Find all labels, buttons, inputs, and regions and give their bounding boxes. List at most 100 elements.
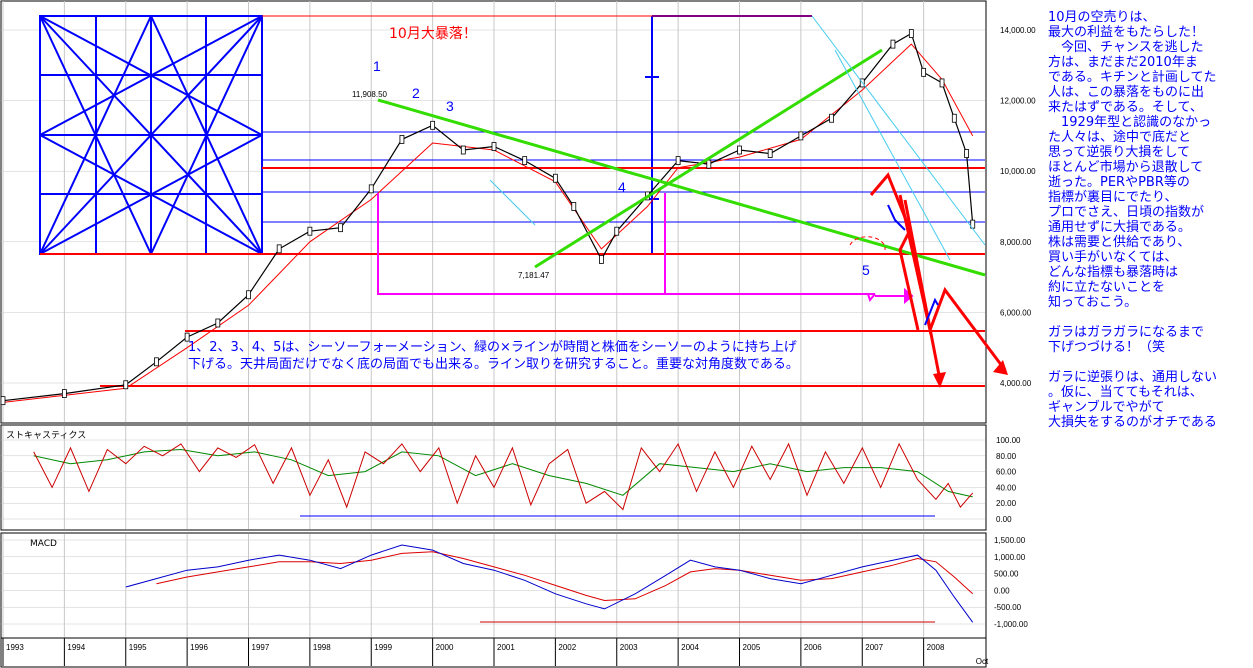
price-point xyxy=(908,29,914,38)
price-axis: 14,000.00 12,000.00 10,000.00 8,000.00 6,000… xyxy=(1000,26,1036,388)
time-axis: 1993 1994 1995 1996 1997 1998 1999 2000 2001 2002… xyxy=(2,638,989,666)
commentary-line: プロでさえ、日頃の指数が xyxy=(1048,205,1205,220)
price-point xyxy=(61,389,67,398)
year-label: 2005 xyxy=(743,643,761,652)
year-label: 2000 xyxy=(436,643,454,652)
commentary-gap xyxy=(1048,310,1248,325)
gann-box-left xyxy=(39,15,263,255)
support-resistance-thick xyxy=(40,167,985,387)
price-point xyxy=(614,226,620,236)
annotation-line-1: 1、2、3、4、5は、シーソーフォーメーション、緑の×ラインが時間と株価をシーソ… xyxy=(188,340,797,355)
grid-lines xyxy=(1,1,985,637)
stoch-d-line xyxy=(33,448,973,498)
forecast-arrowheads xyxy=(933,360,1008,388)
price-point xyxy=(522,156,528,166)
year-label: 2004 xyxy=(681,643,699,652)
price-point xyxy=(829,113,834,123)
commentary-line: である。キチンと計画してた xyxy=(1048,70,1217,85)
commentary-line: 指標が裏目にでたり、 xyxy=(1048,190,1178,205)
price-point xyxy=(552,173,558,183)
price-tick-label: 8,000.00 xyxy=(1000,238,1032,247)
support-resistance-thin xyxy=(262,15,985,223)
forecast-arrows-blue xyxy=(887,204,939,326)
commentary-line: 大損失をするのがオチである xyxy=(1048,415,1217,430)
wave-label-3: 3 xyxy=(446,98,454,114)
wave-label-1: 1 xyxy=(373,58,381,74)
commentary-line: 思って逆張り大損をして xyxy=(1048,145,1190,160)
price-point xyxy=(430,120,436,130)
price-tick-label: 6,000.00 xyxy=(1000,308,1032,317)
wave-label-2: 2 xyxy=(412,85,420,101)
commentary-line: 通用せずに大損である。 xyxy=(1048,220,1191,235)
macd-tick-label: 1,500.00 xyxy=(994,536,1026,545)
commentary-line: 。仮に、当ててもそれは、 xyxy=(1048,385,1203,400)
year-label: 1997 xyxy=(252,643,270,652)
price-tick-label: 10,000.00 xyxy=(1000,167,1036,176)
commentary-line: ガラはガラガラになるまで xyxy=(1048,325,1205,340)
high-value-label: 11,908.50 xyxy=(352,90,388,99)
annotation-line-2: 下げる。天井局面だけでなく底の局面でも出来る。ライン取りを研究すること。重要な対… xyxy=(188,356,799,372)
year-label: 2007 xyxy=(865,643,883,652)
commentary-line: 下げつづける！（笑 xyxy=(1048,340,1166,355)
stoch-tick-label: 0.00 xyxy=(996,515,1012,524)
bottom-marker xyxy=(849,236,886,251)
commentary-line: 買い手がいなくては、 xyxy=(1048,250,1178,265)
month-label: Oct xyxy=(976,657,989,666)
cyan-trend-lines xyxy=(489,15,986,261)
stoch-tick-label: 80.00 xyxy=(996,452,1017,461)
commentary-line: 人は、この暴落をものに出 xyxy=(1048,85,1205,100)
price-point xyxy=(798,131,804,141)
price-point xyxy=(307,226,313,236)
commentary-line: ギャンブルでやがて xyxy=(1048,400,1165,415)
stoch-tick-label: 40.00 xyxy=(996,483,1017,492)
macd-line xyxy=(125,544,974,623)
year-label: 1996 xyxy=(190,643,208,652)
year-label: 1998 xyxy=(313,643,331,652)
commentary-line: 最大の利益をもたらした！ xyxy=(1048,25,1205,40)
stoch-k-line xyxy=(33,442,974,511)
wave-labels: 1 2 3 4 5 xyxy=(373,58,870,278)
commentary-line: 来たはずである。そして、 xyxy=(1048,100,1203,115)
year-label: 1994 xyxy=(67,643,85,652)
price-point xyxy=(706,159,712,169)
stoch-tick-label: 60.00 xyxy=(996,468,1017,477)
price-point xyxy=(767,149,773,158)
price-tick-label: 14,000.00 xyxy=(1000,26,1036,35)
price-point xyxy=(368,184,374,194)
macd-tick-label: -1,000.00 xyxy=(994,620,1028,629)
macd-tick-label: 500.00 xyxy=(994,570,1019,579)
price-tick-label: 4,000.00 xyxy=(1000,379,1032,388)
price-point xyxy=(338,223,343,233)
commentary-line: ガラに逆張りは、通用しない xyxy=(1048,370,1218,385)
commentary-panel: 10月の空売りは、 最大の利益をもたらした！ 今回、チャンスを逃した 方は、まだまだ… xyxy=(1048,10,1248,430)
commentary-line: 10月の空売りは、 xyxy=(1048,10,1156,25)
price-point xyxy=(964,149,969,158)
macd-tick-label: 1,000.00 xyxy=(994,553,1026,562)
commentary-line: 今回、チャンスを逃した xyxy=(1048,40,1204,55)
macd-panel-label: MACD xyxy=(30,539,57,549)
chart-title: 10月大暴落！ xyxy=(389,26,477,42)
commentary-line: 株は需要と供給であり、 xyxy=(1048,235,1191,250)
year-label: 2002 xyxy=(558,643,576,652)
stoch-tick-label: 100.00 xyxy=(996,436,1021,445)
price-point xyxy=(491,142,497,151)
price-point xyxy=(951,113,957,123)
commentary-line: た人々は、途中で底だと xyxy=(1048,130,1192,145)
commentary-line: 1929年型と認識のなかっ xyxy=(1048,115,1212,130)
year-label: 2003 xyxy=(620,643,638,652)
price-point xyxy=(0,396,6,406)
commentary-line: 約に立たないことを xyxy=(1048,280,1166,295)
macd-tick-label: -500.00 xyxy=(994,603,1022,612)
commentary-line: どんな指標も暴落時は xyxy=(1048,265,1179,280)
stoch-axis: 100.00 80.00 60.00 40.00 20.00 0.00 xyxy=(996,436,1021,524)
price-point xyxy=(571,202,577,211)
price-point xyxy=(123,380,129,390)
year-label: 2006 xyxy=(804,643,822,652)
price-point xyxy=(939,78,945,88)
commentary-line: ほとんど市場から退散して xyxy=(1048,160,1204,175)
price-tick-label: 12,000.00 xyxy=(1000,97,1036,106)
price-point xyxy=(246,290,251,300)
forecast-arrows xyxy=(869,172,1007,381)
macd-signal-line xyxy=(156,551,974,602)
